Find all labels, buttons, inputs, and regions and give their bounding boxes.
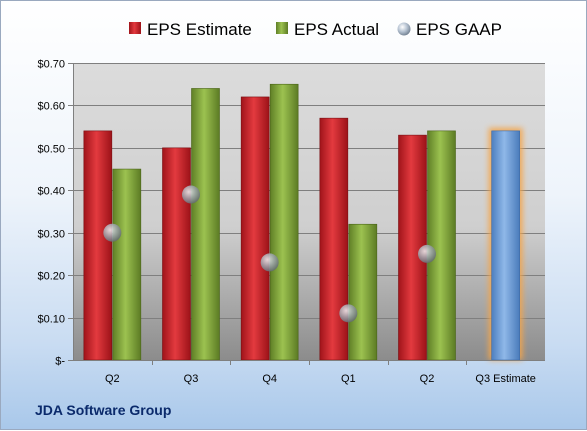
legend-label-eps-estimate: EPS Estimate [147,20,252,39]
marker-eps-gaap [182,185,200,204]
marker-eps-gaap [260,253,279,272]
legend-swatch-eps-estimate [129,22,141,34]
y-tick-label: $0.70 [37,59,65,71]
legend-swatch-eps-actual [276,22,288,34]
x-tick-label: Q1 [341,373,356,385]
plot-area [73,63,545,360]
bar-eps-actual [269,83,299,361]
marker-eps-gaap [103,223,122,242]
x-tick-label: Q4 [262,373,277,385]
y-tick-label: $0.60 [37,101,65,113]
legend-label-eps-gaap: EPS GAAP [416,20,502,39]
y-tick-label: $0.20 [37,271,65,283]
x-tick-label: Q2 [420,373,435,385]
y-axis: $0.70 $0.60 $0.50 $0.40 $0.30 $0.20 $0.10 $- [37,59,74,368]
bar-eps-estimate [83,130,113,361]
x-tick-label: Q3 [184,373,199,385]
legend: EPS Estimate EPS Actual EPS GAAP [129,20,502,39]
gridlines [68,63,545,361]
x-tick-label: Q3 Estimate [475,373,536,385]
bar-eps-actual [191,88,220,361]
company-name: JDA Software Group [35,402,172,418]
y-tick-label: $0.40 [37,186,65,198]
y-tick-label: $0.30 [37,229,65,241]
bar-eps-estimate [240,96,270,361]
bar-eps-actual [427,130,456,361]
y-tick-label: $- [55,356,65,368]
bar-eps-estimate [162,147,191,361]
bar-eps-estimate [319,117,349,361]
bar-eps-actual [112,168,142,361]
x-axis: Q2 Q3 Q4 Q1 Q2 Q3 Estimate [73,360,545,385]
bar-q3-estimate [491,130,520,361]
marker-eps-gaap [418,244,436,263]
x-tick-label: Q2 [105,373,120,385]
y-tick-label: $0.50 [37,144,65,156]
y-tick-label: $0.10 [37,314,65,326]
chart-marks [83,83,523,361]
marker-eps-gaap [339,304,358,323]
bar-eps-actual [348,223,378,361]
legend-swatch-eps-gaap [397,22,411,36]
legend-label-eps-actual: EPS Actual [294,20,379,39]
